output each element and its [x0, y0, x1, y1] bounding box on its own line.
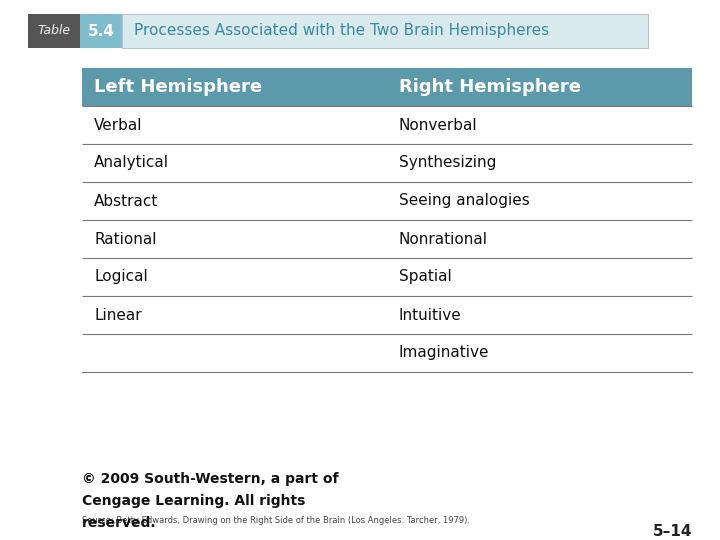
- Text: Left Hemisphere: Left Hemisphere: [94, 78, 262, 96]
- Text: Logical: Logical: [94, 269, 148, 285]
- Text: Seeing analogies: Seeing analogies: [399, 193, 530, 208]
- Text: Table: Table: [37, 24, 71, 37]
- Text: Abstract: Abstract: [94, 193, 158, 208]
- Text: Source: Betty Edwards, Drawing on the Right Side of the Brain (Los Angeles: Tarc: Source: Betty Edwards, Drawing on the Ri…: [82, 516, 470, 525]
- Bar: [82, 106, 692, 372]
- Text: Nonrational: Nonrational: [399, 232, 488, 246]
- Text: Linear: Linear: [94, 307, 142, 322]
- Bar: [122, 14, 648, 48]
- Text: Analytical: Analytical: [94, 156, 169, 171]
- Text: Nonverbal: Nonverbal: [399, 118, 477, 132]
- Bar: [80, 14, 122, 48]
- Text: Intuitive: Intuitive: [399, 307, 462, 322]
- Bar: [28, 14, 80, 48]
- Text: Verbal: Verbal: [94, 118, 143, 132]
- Text: Synthesizing: Synthesizing: [399, 156, 496, 171]
- Text: Rational: Rational: [94, 232, 156, 246]
- Text: Spatial: Spatial: [399, 269, 451, 285]
- Text: 5–14: 5–14: [652, 524, 692, 539]
- Text: Cengage Learning. All rights: Cengage Learning. All rights: [82, 494, 305, 508]
- Bar: [82, 68, 692, 106]
- Text: 5.4: 5.4: [88, 24, 114, 38]
- Text: Right Hemisphere: Right Hemisphere: [399, 78, 581, 96]
- Text: Imaginative: Imaginative: [399, 346, 490, 361]
- Text: reserved.: reserved.: [82, 516, 157, 530]
- Text: © 2009 South-Western, a part of: © 2009 South-Western, a part of: [82, 472, 338, 486]
- Text: Processes Associated with the Two Brain Hemispheres: Processes Associated with the Two Brain …: [134, 24, 549, 38]
